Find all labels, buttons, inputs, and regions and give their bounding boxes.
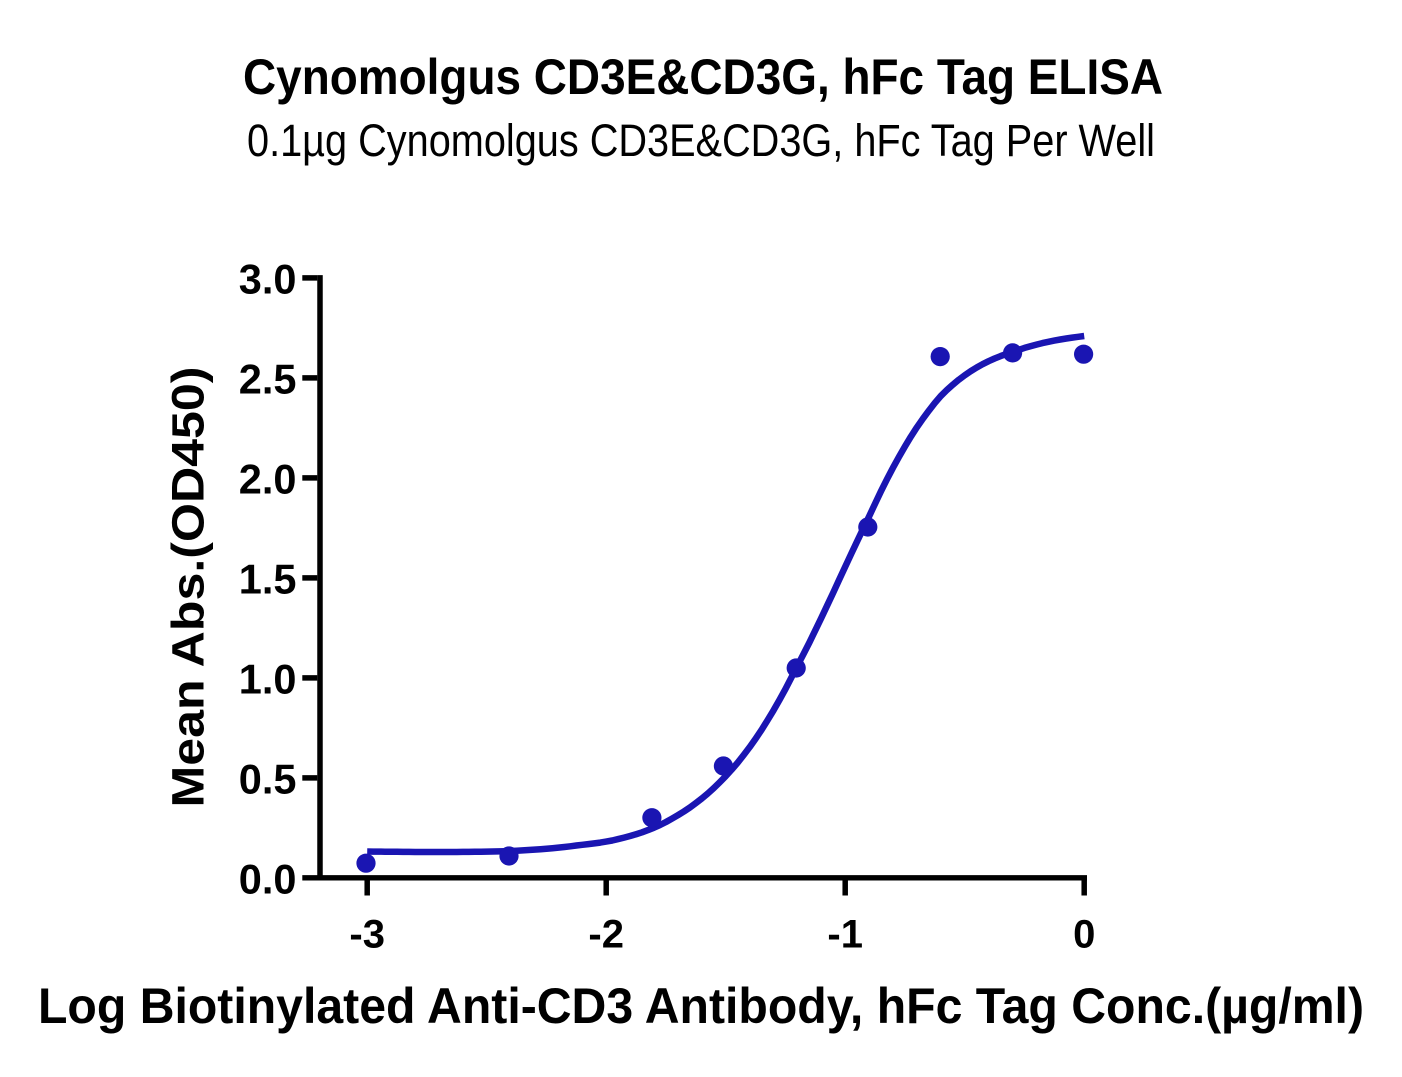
svg-text:0.0: 0.0 [239,855,297,902]
svg-text:0.1µg Cynomolgus CD3E&CD3G, hF: 0.1µg Cynomolgus CD3E&CD3G, hFc Tag Per … [247,115,1155,166]
svg-text:2.5: 2.5 [239,355,297,402]
svg-text:Mean Abs.(OD450): Mean Abs.(OD450) [163,366,214,807]
svg-text:3.0: 3.0 [239,255,297,302]
svg-text:1.5: 1.5 [239,555,297,602]
svg-text:Cynomolgus CD3E&CD3G, hFc Tag: Cynomolgus CD3E&CD3G, hFc Tag ELISA [243,49,1163,105]
svg-text:-3: -3 [349,913,385,957]
svg-text:2.0: 2.0 [239,455,297,502]
svg-text:Log Biotinylated Anti-CD3 Anti: Log Biotinylated Anti-CD3 Antibody, hFc … [38,978,1364,1034]
svg-text:1.0: 1.0 [239,655,297,702]
svg-text:0: 0 [1073,913,1095,957]
svg-text:0.5: 0.5 [239,755,297,802]
svg-text:-1: -1 [827,913,863,957]
svg-text:-2: -2 [588,913,624,957]
